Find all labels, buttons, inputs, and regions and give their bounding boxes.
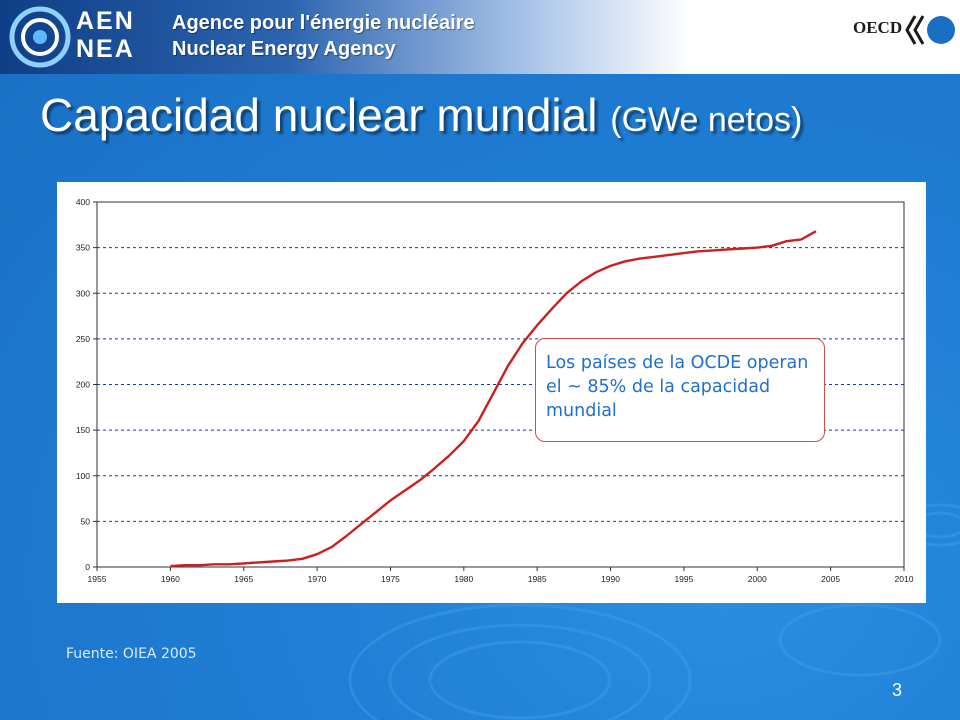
source-note: Fuente: OIEA 2005 <box>66 646 197 662</box>
x-tick-label: 1960 <box>161 574 180 584</box>
x-tick-label: 1980 <box>454 574 473 584</box>
agency-name-english: Nuclear Energy Agency <box>172 38 396 60</box>
y-tick-label: 0 <box>85 562 90 572</box>
x-tick-label: 1990 <box>601 574 620 584</box>
logo-nea: NEA <box>76 35 135 63</box>
oecd-label: OECD <box>853 18 903 37</box>
y-tick-label: 200 <box>76 380 90 390</box>
x-tick-label: 1955 <box>88 574 107 584</box>
x-tick-label: 1995 <box>674 574 693 584</box>
series-line <box>170 230 817 568</box>
x-tick-label: 1985 <box>528 574 547 584</box>
y-tick-label: 350 <box>76 243 90 253</box>
chart-panel: 0 50 100 150 200 250 300 350 400 1955 1960 1965 1970… <box>57 182 926 603</box>
capacity-line-chart: 0 50 100 150 200 250 300 350 400 1955 1960 1965 1970… <box>76 197 914 584</box>
logo-aen: AEN <box>76 7 135 35</box>
x-tick-label: 2005 <box>821 574 840 584</box>
y-tick-label: 50 <box>81 516 91 526</box>
title-units: (GWe netos) <box>610 101 803 139</box>
x-tick-label: 1970 <box>308 574 327 584</box>
x-tick-label: 1975 <box>381 574 400 584</box>
agency-name-french: Agence pour l'énergie nucléaire <box>172 12 475 34</box>
header-banner: AEN NEA Agence pour l'énergie nucléaire … <box>0 0 960 74</box>
x-tick-label: 1965 <box>234 574 253 584</box>
y-tick-label: 400 <box>76 197 90 207</box>
y-tick-label: 300 <box>76 288 90 298</box>
y-tick-label: 150 <box>76 425 90 435</box>
slide-number: 3 <box>892 680 903 700</box>
title-main: Capacidad nuclear mundial <box>40 89 598 141</box>
callout-box: Los países de la OCDE operan el ~ 85% de… <box>535 338 825 442</box>
slide-title: Capacidad nuclear mundial (GWe netos) <box>40 88 802 142</box>
x-tick-label: 2010 <box>895 574 914 584</box>
y-tick-label: 100 <box>76 471 90 481</box>
nea-emblem-icon <box>9 6 71 68</box>
x-tick-label: 2000 <box>748 574 767 584</box>
oecd-logo-icon <box>905 15 955 45</box>
y-tick-label: 250 <box>76 334 90 344</box>
